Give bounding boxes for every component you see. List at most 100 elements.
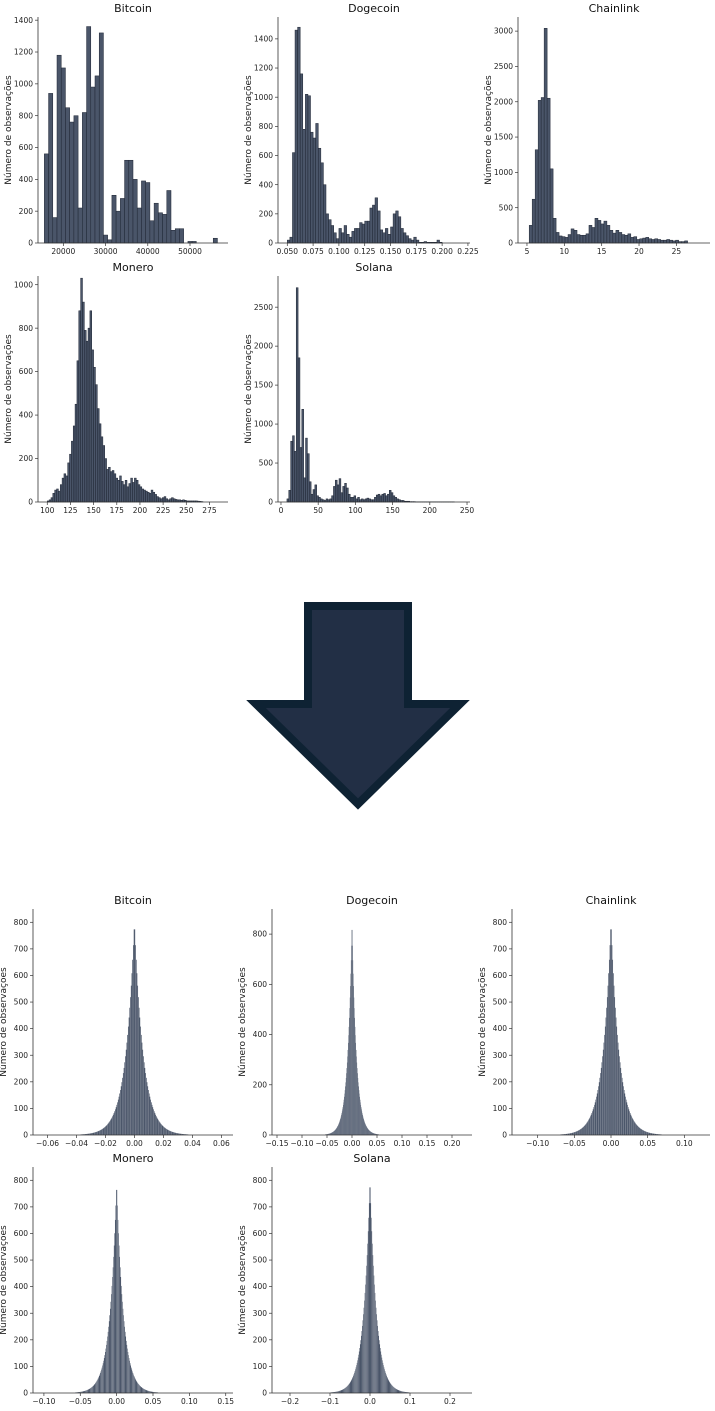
histogram-bar [356,1365,357,1393]
histogram-bar [156,1117,158,1135]
histogram-bar [150,1099,151,1135]
histogram-bar [654,238,658,244]
histogram-bar [618,1049,620,1135]
histogram-bar [126,1340,127,1393]
histogram-bar [168,1130,170,1135]
arrow-shape [246,602,470,810]
histogram-bar [335,1391,336,1393]
x-tick-label: 225 [156,506,171,515]
histogram-bar [355,1367,357,1393]
histogram-bar [353,495,357,503]
histogram-bar [160,498,163,503]
histogram-bar [81,1391,83,1393]
histogram-bar [124,1331,126,1393]
histogram-bar [386,1377,388,1393]
histogram-bar [617,1034,618,1135]
histogram-bar [97,1131,98,1135]
histogram-panel: −0.2 −0.1 0.0 0.1 0.2 0 100 200 300 400 500 600 700 8… [238,1152,472,1406]
histogram-bar [111,1294,112,1393]
histogram-bar [564,1134,566,1135]
histogram-bar [302,129,306,244]
histogram-bar [369,207,373,244]
y-tick-label: 1400 [14,16,33,25]
histogram-bar [69,453,72,503]
histogram-bar [129,1007,131,1135]
histogram-bar [596,1093,598,1135]
histogram-bar [389,1382,391,1393]
histogram-bar [95,1383,96,1393]
histogram-bar [397,1390,399,1393]
histogram-bar [368,498,371,503]
histogram-bar [83,1391,85,1393]
histogram-bar [108,1321,110,1393]
histogram-bar [359,222,363,244]
histogram-bar [130,985,132,1135]
histogram-bar [161,497,165,503]
histogram-bar [385,1372,386,1393]
histogram-bar [60,67,66,244]
histogram-bar [149,1391,150,1393]
histogram-bar [107,239,113,244]
histogram-bar [644,1131,646,1135]
histogram-bar [340,1390,341,1393]
histogram-bar [642,1130,644,1135]
chart-title: Bitcoin [114,894,152,907]
histogram-bar [617,1042,619,1135]
histogram-bar [368,1203,370,1393]
histogram-bar [129,1363,131,1393]
histogram-bar [395,210,399,244]
histogram-bar [598,1086,599,1135]
histogram-bar [629,1113,631,1135]
histogram-bar [387,1378,388,1393]
histogram-bar [613,985,615,1135]
histogram-bar [150,1391,151,1393]
histogram-bar [380,1348,381,1393]
y-tick-label: 0 [28,498,33,507]
x-tick-label: −0.10 [291,1139,314,1148]
x-tick-label: 0.1 [404,1397,416,1406]
histogram-bar [598,1082,600,1135]
histogram-bar [381,1357,383,1393]
histogram-bar [654,1133,656,1135]
histogram-bar [137,985,139,1135]
histogram-bar [351,1379,353,1393]
histogram-bar [108,1122,110,1135]
histogram-bar [154,1392,156,1393]
histogram-bar [162,1125,164,1135]
histogram-bar [565,1134,566,1135]
x-tick-label: 100 [40,506,55,515]
histogram-bar [314,484,317,503]
histogram-bar [398,1390,400,1393]
x-tick-label: 50000 [178,247,202,256]
histogram-bar [74,403,78,503]
histogram-bar [343,225,347,244]
histogram-bar [336,1391,338,1393]
histogram-bar [627,1107,629,1135]
histogram-bar [117,1219,119,1393]
histogram-bar [171,497,174,503]
histogram-bar [640,1128,642,1135]
histogram-bar [183,1134,185,1135]
histogram-bar [156,1116,157,1135]
histogram-bar [378,1340,380,1393]
histogram-bar [367,220,371,244]
histogram-bar [558,235,563,244]
histogram-bar [105,1125,107,1135]
histogram-bar [50,497,54,503]
histogram-bar [309,481,312,503]
histogram-bar [377,493,381,503]
x-tick-label: 0 [279,506,284,515]
histogram-bar [333,486,336,503]
histogram-bar [566,1133,568,1135]
histogram-bar [619,1062,621,1135]
histogram-bar [91,1386,93,1393]
histogram-bar [128,159,134,244]
histogram-bar [117,1205,118,1393]
histogram-bar [627,1104,628,1135]
y-tick-label: 300 [253,1309,268,1318]
histogram-bar [651,239,655,244]
histogram-bar [52,493,55,503]
histogram-bar [136,207,142,244]
x-tick-label: 40000 [136,247,160,256]
histogram-bar [615,1007,616,1135]
